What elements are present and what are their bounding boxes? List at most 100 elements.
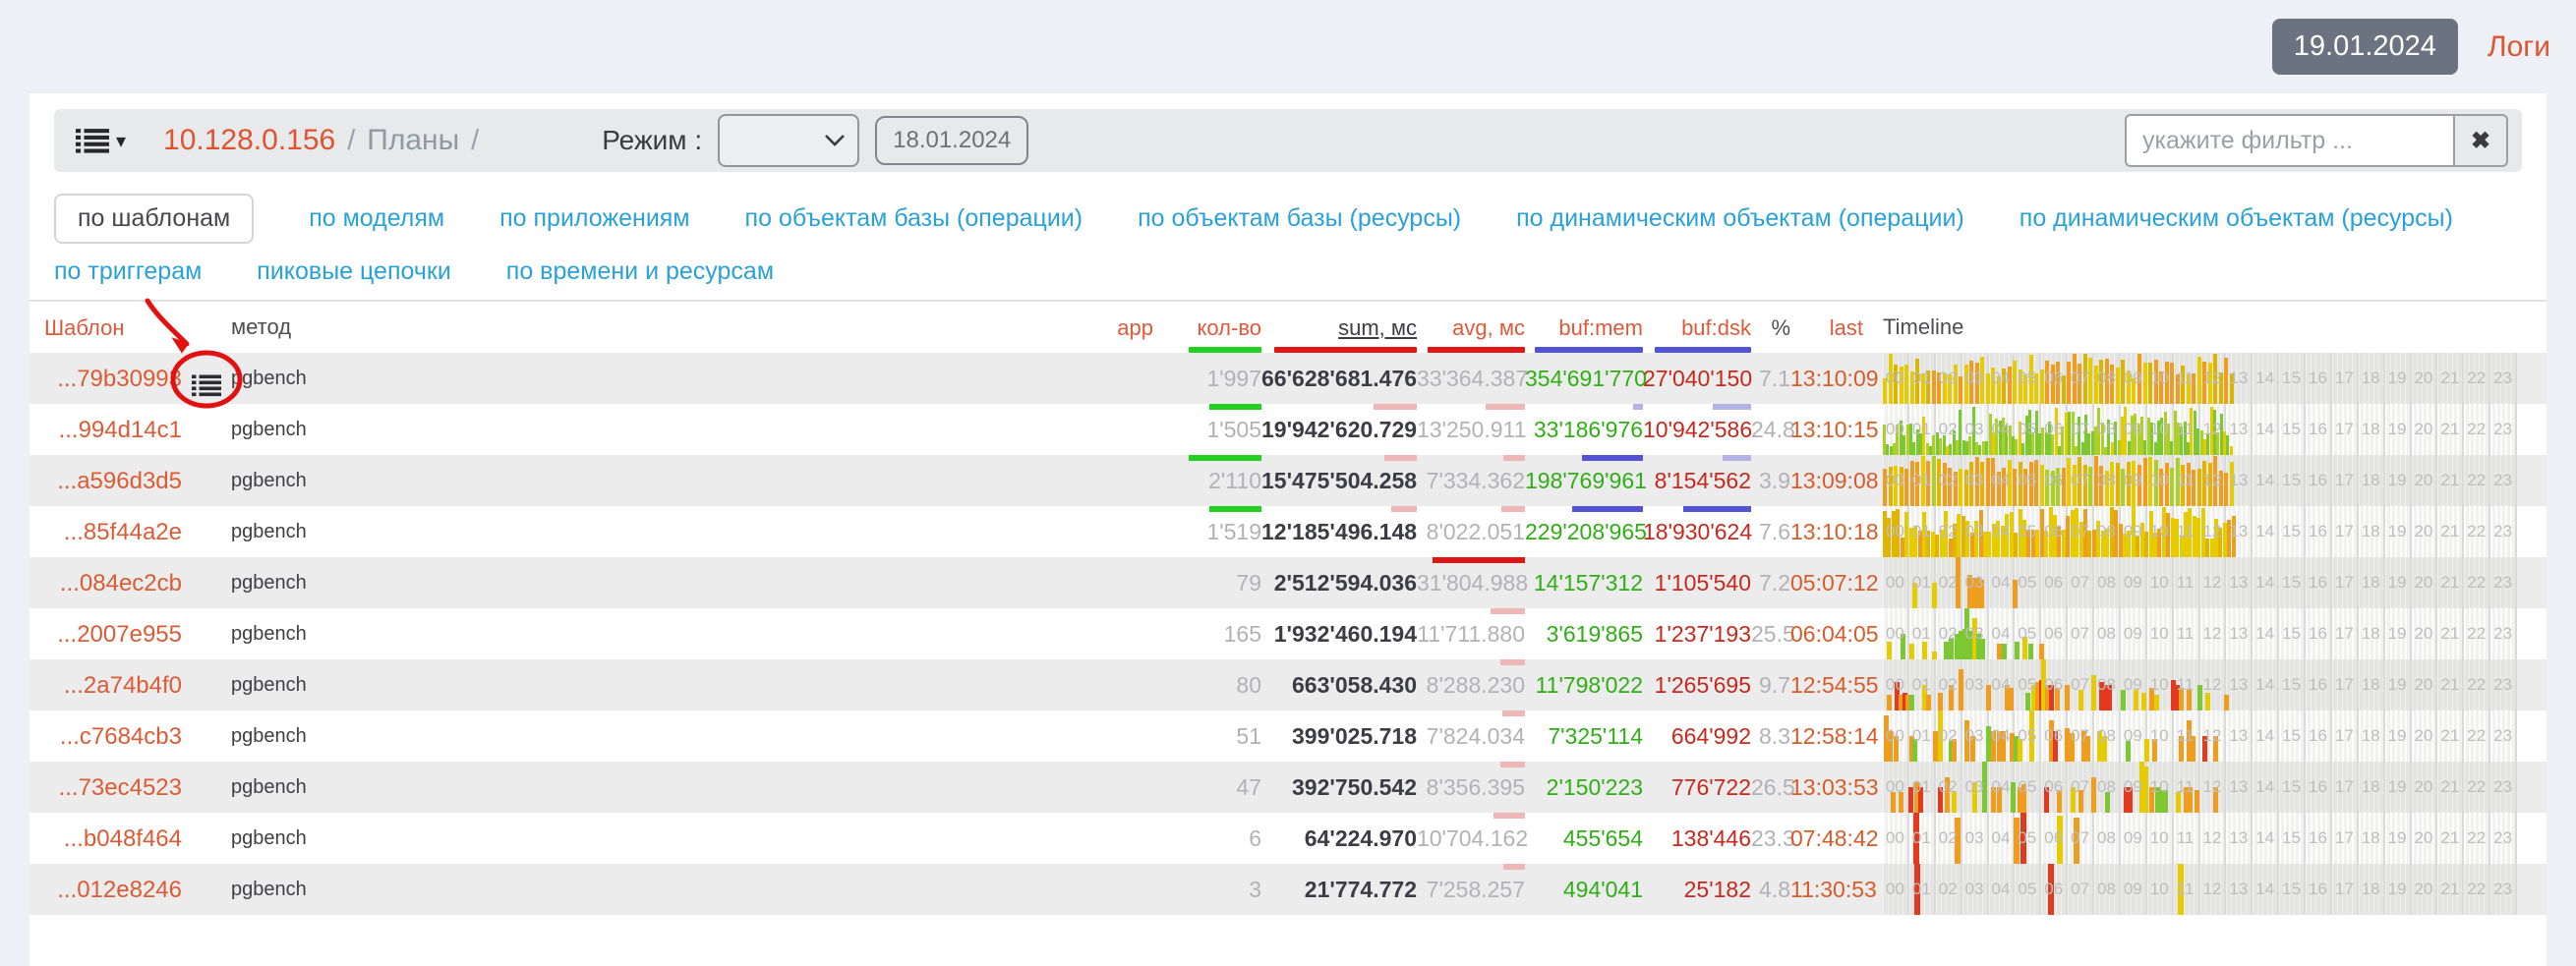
filter-input[interactable] <box>2125 114 2453 167</box>
timeline-cell: 00 01 02 03 04 05 06 07 08 09 10 11 12 13 14 15 16 17 18 19… <box>1883 608 2517 659</box>
timeline-hour-cell: 03 <box>1961 506 1989 557</box>
timeline-hour-label: 00 <box>1886 420 1904 438</box>
column-header-mem[interactable]: buf:mem <box>1525 302 1643 353</box>
date-filter-field[interactable]: 18.01.2024 <box>875 116 1029 165</box>
timeline-hour-label: 06 <box>2044 675 2064 694</box>
timeline-hour-cell: 19 <box>2384 557 2412 608</box>
timeline-hour-cell: 14 <box>2253 404 2280 455</box>
timeline-hour-label: 06 <box>2044 777 2064 796</box>
cell-qty: 2'110 <box>1153 455 1261 506</box>
template-link[interactable]: ...c7684cb3 <box>59 723 182 750</box>
timeline-hour-label: 16 <box>2309 675 2327 694</box>
timeline-hour-label: 13 <box>2229 471 2249 489</box>
tab-по-приложениям[interactable]: по приложениям <box>499 204 690 232</box>
tab-пиковые-цепочки[interactable]: пиковые цепочки <box>257 257 451 285</box>
timeline-hour-label: 19 <box>2387 522 2407 540</box>
timeline-hour-label: 03 <box>1964 369 1984 387</box>
timeline-hour-cell: 21 <box>2437 455 2465 506</box>
timeline-hour-cell: 11 <box>2173 455 2200 506</box>
column-header-timeline: Timeline <box>1883 302 2517 353</box>
timeline-hour-cell: 10 <box>2146 813 2174 864</box>
tab-по-объектам-базы-ресурсы-[interactable]: по объектам базы (ресурсы) <box>1138 204 1462 232</box>
timeline-hour-cell: 09 <box>2120 813 2147 864</box>
cell-app <box>1094 557 1153 608</box>
cell-app <box>1094 864 1153 915</box>
timeline-hour-label: 07 <box>2071 369 2090 387</box>
column-header-qty[interactable]: кол-во <box>1153 302 1261 353</box>
timeline-hour-cell: 06 <box>2041 557 2069 608</box>
cell-last: 07:48:42 <box>1790 813 1879 864</box>
cell-icon <box>182 404 231 455</box>
cell-dsk: 1'265'695 <box>1643 659 1751 710</box>
timeline-hour-cell: 12 <box>2199 762 2227 813</box>
timeline-hour-cell: 16 <box>2306 353 2332 404</box>
tab-по-шаблонам[interactable]: по шаблонам <box>54 194 255 244</box>
timeline-hour-cell: 05 <box>2015 762 2042 813</box>
timeline-hour-label: 11 <box>2176 522 2195 540</box>
timeline-hour-label: 08 <box>2097 471 2116 489</box>
cell-app <box>1094 659 1153 710</box>
tab-по-времени-и-ресурсам[interactable]: по времени и ресурсам <box>505 257 775 285</box>
logs-link[interactable]: Логи <box>2487 29 2550 63</box>
template-link[interactable]: ...73ec4523 <box>58 774 182 801</box>
timeline-hour-cell: 17 <box>2331 659 2359 710</box>
tab-по-триггерам[interactable]: по триггерам <box>54 257 203 285</box>
timeline-hour-label: 02 <box>1938 573 1958 592</box>
template-link[interactable]: ...084ec2cb <box>59 570 182 597</box>
clear-filter-button[interactable]: ✖ <box>2453 114 2508 167</box>
column-header-dsk[interactable]: buf:dsk <box>1643 302 1751 353</box>
timeline-hour-label: 05 <box>2018 471 2037 489</box>
timeline-hour-cell: 08 <box>2094 608 2121 659</box>
heat-bar-avg <box>1501 506 1525 512</box>
timeline-hour-cell: 08 <box>2094 710 2121 762</box>
timeline-hour-cell: 17 <box>2331 864 2359 915</box>
tab-по-динамическим-объектам-ресурсы-[interactable]: по динамическим объектам (ресурсы) <box>2019 204 2453 232</box>
cell-dsk: 1'105'540 <box>1643 557 1751 608</box>
template-link[interactable]: ...994d14c1 <box>58 417 182 443</box>
timeline-hour-label: 15 <box>2282 471 2302 489</box>
timeline-hour-label: 16 <box>2309 777 2327 796</box>
tab-по-объектам-базы-операции-[interactable]: по объектам базы (операции) <box>744 204 1083 232</box>
template-link[interactable]: ...b048f464 <box>63 825 182 852</box>
template-link[interactable]: ...012e8246 <box>57 877 182 903</box>
list-menu-button[interactable]: ▾ <box>76 127 126 154</box>
cell-template: ...73ec4523 <box>29 762 182 813</box>
template-link[interactable]: ...85f44a2e <box>63 519 182 545</box>
cell-icon <box>182 864 231 915</box>
timeline-hour-label: 14 <box>2255 675 2275 694</box>
cell-pct: 7.6 <box>1751 506 1790 557</box>
timeline-hour-cell: 22 <box>2464 659 2491 710</box>
mode-select[interactable] <box>718 114 860 167</box>
timeline-hour-label: 23 <box>2493 471 2513 489</box>
template-link[interactable]: ...2a74b4f0 <box>63 672 182 699</box>
tab-по-динамическим-объектам-операции-[interactable]: по динамическим объектам (операции) <box>1516 204 1964 232</box>
timeline-hour-cell: 12 <box>2199 864 2227 915</box>
timeline-hour-cell: 20 <box>2411 557 2438 608</box>
timeline-hour-label: 23 <box>2493 573 2513 592</box>
value-qty: 6 <box>1249 825 1261 851</box>
heat-bar-avg <box>1493 813 1525 819</box>
tab-по-моделям[interactable]: по моделям <box>309 204 445 232</box>
column-header-sum[interactable]: sum, мс <box>1261 302 1417 353</box>
timeline-hour-cell: 23 <box>2490 864 2517 915</box>
cell-icon <box>182 762 231 813</box>
heat-bar-sum <box>1384 455 1417 461</box>
cell-icon <box>182 353 231 404</box>
template-link[interactable]: ...a596d3d5 <box>57 468 182 494</box>
timeline-hour-label: 01 <box>1911 420 1931 438</box>
heat-bar-sum <box>1391 506 1417 512</box>
timeline-hour-label: 19 <box>2387 675 2407 694</box>
template-link[interactable]: ...2007e955 <box>57 621 182 648</box>
column-header-avg[interactable]: avg, мс <box>1417 302 1525 353</box>
value-dsk: 1'105'540 <box>1654 570 1751 596</box>
column-header-label: buf:dsk <box>1681 315 1751 340</box>
template-link[interactable]: ...79b30993 <box>57 366 182 392</box>
breadcrumb-host-link[interactable]: 10.128.0.156 <box>163 124 336 156</box>
value-qty: 47 <box>1236 774 1261 800</box>
timeline-hour-cell: 18 <box>2358 813 2385 864</box>
value-mem: 198'769'961 <box>1525 468 1647 493</box>
current-date-badge[interactable]: 19.01.2024 <box>2271 19 2458 75</box>
value-dsk: 1'237'193 <box>1654 621 1751 647</box>
timeline-hour-label: 15 <box>2282 420 2302 438</box>
cell-dsk: 10'942'586 <box>1643 404 1752 455</box>
